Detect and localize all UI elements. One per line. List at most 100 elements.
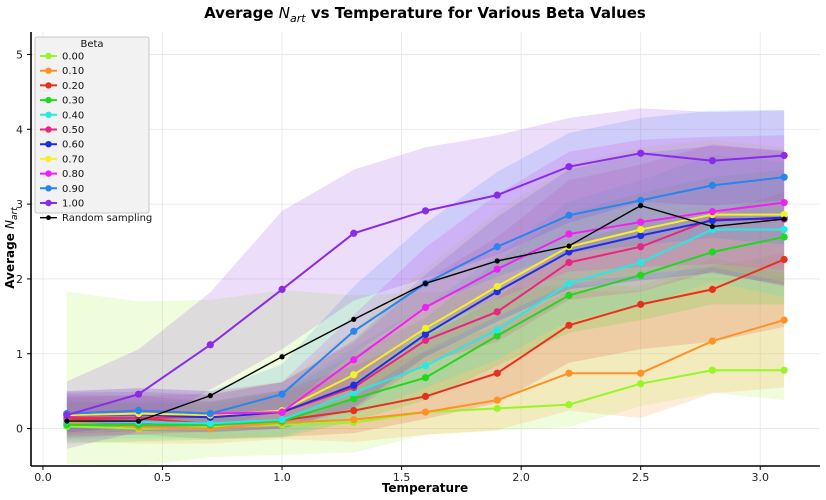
point-1-00 [278, 285, 286, 294]
y-tick-label: 4 [16, 123, 23, 136]
legend-label-0-60: 0.60 [62, 140, 84, 151]
point-0-10 [421, 408, 430, 416]
point-random-sampling [494, 258, 500, 264]
legend-label-0-40: 0.40 [62, 110, 84, 121]
x-tick-label: 2.5 [632, 471, 650, 484]
plot-area: 0.0 0.5 1.0 1.5 2.0 2.5 3.0 0 1 2 3 4 5 [16, 32, 820, 484]
point-0-60 [637, 231, 645, 240]
point-0-80 [708, 207, 717, 216]
legend-title: Beta [80, 39, 103, 50]
point-random-sampling [135, 418, 142, 424]
legend-label-0-90: 0.90 [62, 184, 84, 195]
point-random-sampling [638, 203, 644, 209]
legend-label-0-50: 0.50 [62, 125, 84, 136]
x-tick-label: 0.0 [34, 471, 52, 484]
point-0-50 [421, 336, 430, 344]
point-0-30 [708, 248, 717, 256]
band-0-90 [66, 109, 785, 433]
series-lines [63, 149, 788, 433]
legend-items: 0.00 0.10 0.20 0.30 0.40 0.50 0.60 0.70 0.80 0.90… [40, 52, 152, 224]
y-axis-label-prefix: Average [3, 229, 17, 289]
x-tick-label: 0.5 [154, 471, 172, 484]
band-1-00 [66, 108, 785, 449]
legend-box [34, 36, 150, 214]
point-0-40 [350, 389, 358, 397]
point-0-40 [637, 258, 645, 267]
point-0-20 [565, 321, 573, 329]
point-0-50 [565, 258, 573, 267]
point-0-80 [278, 408, 286, 416]
point-0-50 [637, 243, 645, 251]
legend-label-0-30: 0.30 [62, 96, 84, 107]
chart-title: Average Nart vs Temperature for Various … [204, 4, 646, 25]
point-random-sampling [781, 216, 787, 222]
band-0-60 [66, 145, 785, 434]
point-random-sampling [64, 418, 70, 424]
x-ticks: 0.0 0.5 1.0 1.5 2.0 2.5 3.0 [34, 466, 769, 484]
point-0-60 [493, 288, 501, 296]
legend-label-0-70: 0.70 [62, 154, 84, 165]
point-0-10 [637, 369, 645, 377]
legend-marker-random-sampling [46, 215, 51, 221]
legend-label-0-00: 0.00 [62, 52, 84, 63]
point-0-60 [421, 330, 430, 338]
y-tick-label: 0 [16, 423, 23, 436]
legend-label-random-sampling: Random sampling [62, 213, 152, 224]
point-random-sampling [709, 223, 716, 230]
point-0-80 [637, 218, 645, 226]
legend-marker-0-80 [45, 170, 52, 177]
point-0-00 [780, 366, 788, 374]
point-0-90 [206, 410, 214, 418]
legend-marker-0-10 [45, 67, 52, 74]
band-0-50 [66, 144, 785, 437]
point-1-00 [708, 157, 717, 165]
x-axis-label: Temperature [382, 481, 468, 495]
legend-label-0-80: 0.80 [62, 169, 84, 180]
point-0-90 [565, 211, 573, 219]
point-1-00 [565, 163, 573, 171]
legend-marker-0-50 [45, 126, 52, 133]
point-1-00 [493, 191, 501, 199]
point-0-40 [493, 326, 501, 334]
point-0-90 [708, 181, 717, 189]
legend-marker-0-90 [45, 185, 52, 192]
point-0-70 [421, 324, 430, 332]
legend-marker-0-20 [45, 82, 52, 89]
chart-title-symbol: N [279, 4, 290, 22]
legend-marker-0-70 [45, 155, 52, 163]
point-0-70 [637, 225, 645, 234]
point-0-80 [565, 230, 573, 238]
point-0-40 [780, 225, 788, 234]
y-axis-label-symbol: N [3, 220, 17, 229]
point-0-80 [493, 265, 501, 273]
point-0-20 [708, 285, 717, 294]
point-random-sampling [422, 280, 429, 287]
point-0-90 [134, 407, 143, 415]
point-0-00 [637, 380, 645, 388]
y-axis-label-subscript: art [10, 207, 20, 220]
y-tick-label: 1 [16, 348, 23, 361]
point-0-80 [780, 199, 788, 207]
point-random-sampling [351, 316, 357, 322]
point-0-40 [565, 279, 573, 288]
point-0-30 [637, 271, 645, 279]
x-tick-label: 2.0 [512, 471, 530, 484]
point-0-30 [421, 374, 430, 382]
legend-label-0-20: 0.20 [62, 81, 84, 92]
point-1-00 [421, 207, 430, 215]
chart-title-subscript: art [290, 12, 306, 25]
point-0-20 [780, 255, 788, 264]
x-tick-label: 1.5 [393, 471, 411, 484]
point-0-10 [565, 369, 573, 377]
point-0-10 [350, 416, 358, 424]
point-0-50 [493, 308, 501, 316]
point-1-00 [780, 151, 788, 160]
point-0-00 [708, 366, 717, 374]
legend-marker-0-00 [45, 52, 52, 60]
point-0-20 [637, 300, 645, 308]
point-0-60 [350, 381, 358, 389]
band-0-10 [66, 252, 785, 444]
x-tick-label: 3.0 [751, 471, 769, 484]
point-0-60 [708, 216, 717, 225]
